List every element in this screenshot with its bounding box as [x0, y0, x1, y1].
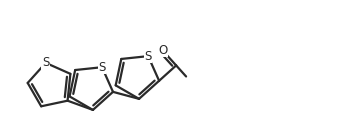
Text: O: O [158, 44, 167, 57]
Text: S: S [98, 61, 106, 74]
Text: S: S [144, 50, 152, 63]
Text: S: S [42, 56, 49, 69]
